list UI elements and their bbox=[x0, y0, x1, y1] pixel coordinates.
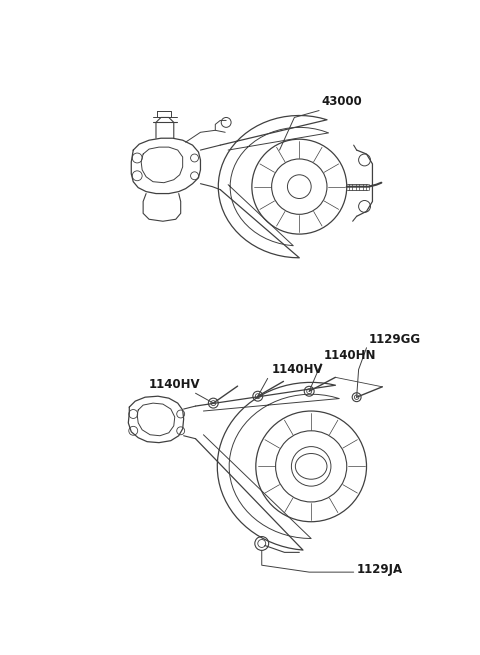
Text: 1129GG: 1129GG bbox=[369, 333, 420, 346]
Text: 1140HN: 1140HN bbox=[324, 348, 376, 362]
Text: 1140HV: 1140HV bbox=[149, 378, 201, 391]
Text: 1140HV: 1140HV bbox=[272, 364, 323, 377]
Text: 43000: 43000 bbox=[321, 94, 362, 107]
Text: 1129JA: 1129JA bbox=[357, 563, 403, 576]
